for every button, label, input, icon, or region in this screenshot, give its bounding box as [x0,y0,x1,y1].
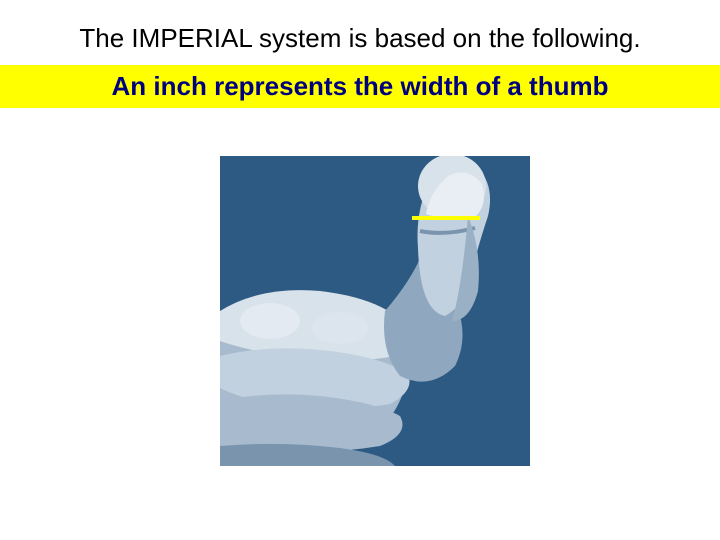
hand-svg [220,156,530,466]
thumb-illustration [220,156,530,466]
inch-marker-line [412,216,480,220]
slide-title: The IMPERIAL system is based on the foll… [0,0,720,55]
highlight-bar: An inch represents the width of a thumb [0,65,720,108]
highlight-text: An inch represents the width of a thumb [0,71,720,102]
